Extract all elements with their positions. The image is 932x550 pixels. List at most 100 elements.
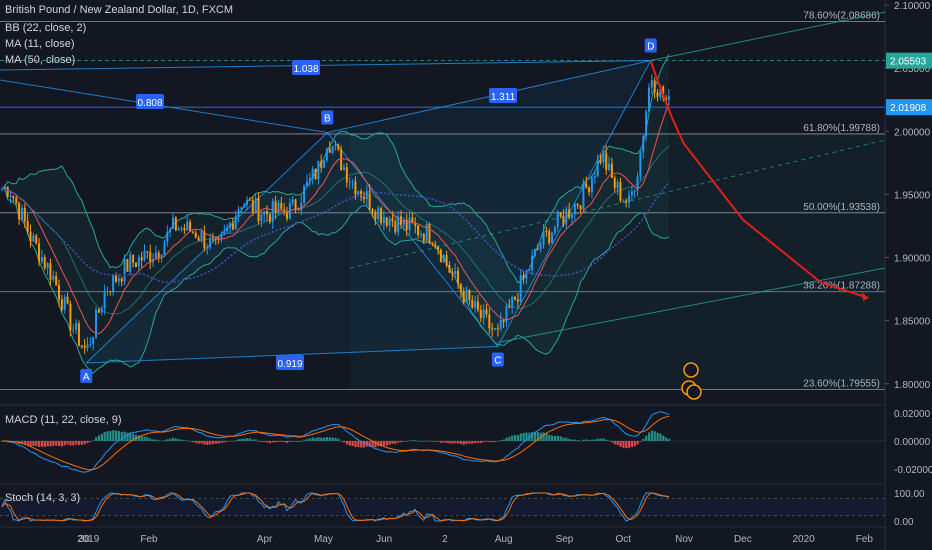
macd-histogram-bar xyxy=(508,436,511,441)
macd-histogram-bar xyxy=(368,441,371,447)
macd-histogram-bar xyxy=(488,441,491,443)
candle-body xyxy=(283,209,286,212)
ma50-line xyxy=(1,181,670,284)
macd-histogram-bar xyxy=(229,440,232,442)
macd-histogram-bar xyxy=(217,441,220,444)
candle-body xyxy=(548,231,551,244)
candle-body xyxy=(519,275,522,302)
x-tick-label: Apr xyxy=(257,534,273,545)
macd-histogram-bar xyxy=(653,431,656,441)
macd-histogram-bar xyxy=(308,438,311,441)
x-tick-label: 30 xyxy=(79,534,91,545)
x-tick-label: 2019 xyxy=(77,534,100,545)
macd-histogram-bar xyxy=(491,441,494,443)
candle-body xyxy=(630,191,633,196)
projection-arrow xyxy=(861,291,869,301)
macd-histogram-bar xyxy=(300,441,303,442)
pattern-point-box xyxy=(491,352,504,367)
macd-histogram-bar xyxy=(328,437,331,441)
ma11-legend[interactable]: MA (11, close) xyxy=(5,38,75,50)
macd-histogram-bar xyxy=(246,438,249,441)
candle-body xyxy=(619,182,622,201)
candle-body xyxy=(129,254,132,272)
macd-legend[interactable]: MACD (11, 22, close, 9) xyxy=(5,414,122,426)
candle-body xyxy=(52,276,55,280)
ratio-box xyxy=(276,355,304,370)
macd-histogram-bar xyxy=(243,438,246,441)
macd-histogram-bar xyxy=(266,441,269,443)
macd-histogram-bar xyxy=(496,441,500,442)
stoch-legend[interactable]: Stoch (14, 3, 3) xyxy=(5,492,81,504)
pattern-point-label: B xyxy=(324,114,331,125)
candle-body xyxy=(277,202,280,213)
candle-body xyxy=(43,257,46,269)
candle-body xyxy=(268,214,271,222)
x-tick-label: May xyxy=(314,534,333,545)
macd-histogram-bar xyxy=(343,441,346,443)
macd-histogram-bar xyxy=(286,441,289,443)
candle-body xyxy=(123,259,126,282)
macd-histogram-bar xyxy=(97,435,101,441)
ma50-legend[interactable]: MA (50, close) xyxy=(5,54,76,66)
candle-body xyxy=(494,328,497,330)
candle-body xyxy=(203,231,206,248)
candle-body xyxy=(337,144,340,150)
price-label: 2.01908 xyxy=(890,103,927,114)
candle-body xyxy=(465,289,468,303)
macd-histogram-bar xyxy=(320,437,323,441)
macd-histogram-bar xyxy=(23,441,26,445)
macd-histogram-bar xyxy=(38,441,41,447)
bb-legend[interactable]: BB (22, close, 2) xyxy=(5,22,87,34)
ratio-label: 0.919 xyxy=(277,359,302,370)
candle-body xyxy=(100,308,103,313)
candle-body xyxy=(226,227,229,232)
macd-histogram-bar xyxy=(180,439,183,441)
macd-histogram-bar xyxy=(551,435,554,441)
candle-body xyxy=(439,249,442,263)
candle-body xyxy=(448,265,451,273)
macd-histogram-bar xyxy=(385,441,388,446)
pattern-point-label: A xyxy=(83,372,90,383)
candle-body xyxy=(206,247,209,249)
macd-histogram-bar xyxy=(325,437,329,441)
macd-histogram-bar xyxy=(331,437,334,441)
pattern-leg-x xyxy=(0,60,651,71)
macd-histogram-bar xyxy=(479,441,482,443)
channel-upper xyxy=(650,11,886,62)
macd-histogram-bar xyxy=(639,441,642,442)
x-tick-label: Sep xyxy=(556,534,574,545)
candle-body xyxy=(180,228,183,230)
candle-body xyxy=(334,144,337,147)
candle-body xyxy=(325,148,328,161)
macd-histogram-bar xyxy=(451,441,454,444)
y-tick-label: 1.80000 xyxy=(894,380,931,391)
candle-body xyxy=(248,199,251,201)
macd-histogram-bar xyxy=(408,440,411,442)
candle-body xyxy=(95,309,98,338)
candle-body xyxy=(576,203,579,206)
y-tick-label: 2.00000 xyxy=(894,127,931,138)
macd-histogram-bar xyxy=(531,432,534,441)
macd-histogram-bar xyxy=(445,441,448,443)
candle-body xyxy=(351,181,354,183)
macd-histogram-bar xyxy=(237,439,240,441)
macd-histogram-bar xyxy=(559,436,562,441)
candle-body xyxy=(665,97,668,100)
macd-histogram-bar xyxy=(83,441,86,445)
macd-histogram-bar xyxy=(562,437,565,441)
macd-histogram-bar xyxy=(667,438,671,441)
macd-histogram-bar xyxy=(303,440,306,441)
candle-body xyxy=(400,216,402,225)
macd-histogram-bar xyxy=(388,441,391,445)
macd-histogram-bar xyxy=(323,437,326,441)
macd-histogram-bar xyxy=(565,437,568,441)
candle-body xyxy=(92,337,95,344)
candle-body xyxy=(49,263,52,280)
macd-histogram-bar xyxy=(58,441,61,447)
candle-body xyxy=(55,276,58,286)
candle-body xyxy=(260,214,263,222)
macd-histogram-bar xyxy=(633,441,636,447)
price-label-box xyxy=(886,99,932,116)
candle-body xyxy=(286,211,288,219)
macd-histogram-bar xyxy=(599,438,602,441)
